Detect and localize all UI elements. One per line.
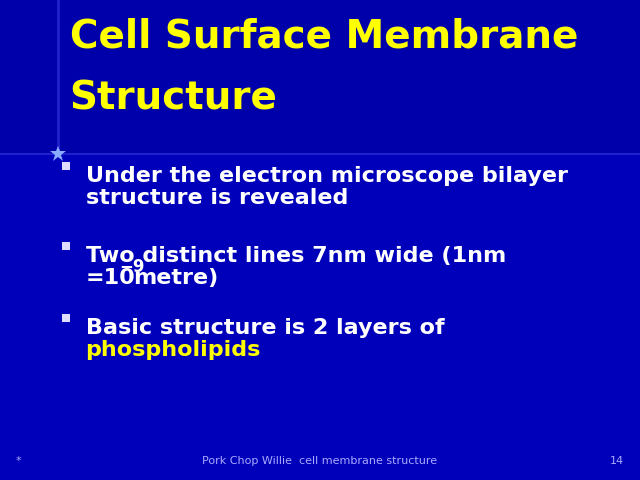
Text: metre): metre) [134,268,219,288]
Text: Under the electron microscope bilayer: Under the electron microscope bilayer [86,166,568,186]
Bar [61,162,70,170]
Text: Two distinct lines 7nm wide (1nm: Two distinct lines 7nm wide (1nm [86,246,506,266]
Text: Pork Chop Willie  cell membrane structure: Pork Chop Willie cell membrane structure [202,456,438,466]
Bar [61,242,70,250]
Text: Structure: Structure [70,80,278,118]
Text: *: * [16,456,22,466]
Text: Cell Surface Membrane: Cell Surface Membrane [70,18,578,56]
Bar [0,0,640,154]
Text: structure is revealed: structure is revealed [86,188,348,208]
Bar [61,314,70,322]
Text: 14: 14 [610,456,624,466]
Text: phospholipids: phospholipids [86,340,261,360]
Text: Basic structure is 2 layers of: Basic structure is 2 layers of [86,318,444,338]
Text: −9: −9 [120,258,145,276]
Text: =10: =10 [86,268,135,288]
